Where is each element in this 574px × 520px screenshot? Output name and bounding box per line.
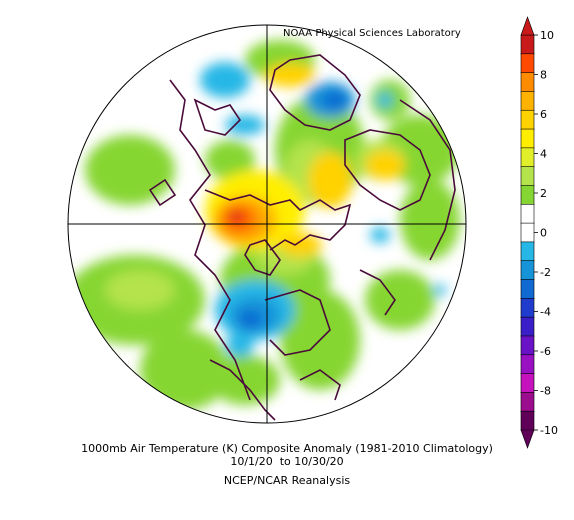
colorbar-swatch bbox=[520, 128, 535, 149]
colorbar-tick-label: 4 bbox=[540, 148, 547, 161]
colorbar-swatch bbox=[520, 222, 535, 243]
colorbar-tick-label: -4 bbox=[540, 306, 551, 319]
colorbar-swatch bbox=[520, 298, 535, 318]
anomaly-field bbox=[68, 25, 466, 423]
colorbar-swatch bbox=[520, 354, 535, 375]
colorbar-tick-label: 6 bbox=[540, 108, 547, 121]
colorbar-swatch bbox=[520, 166, 535, 187]
colorbar-tick-label: 2 bbox=[540, 187, 547, 200]
colorbar-tick-label: 10 bbox=[540, 29, 554, 42]
colorbar-swatch bbox=[520, 392, 535, 412]
colorbar-tick-label: -10 bbox=[540, 424, 558, 437]
colorbar: 10 8 6 4 2 0 -2 -4 -6 -8 -10 bbox=[520, 16, 558, 449]
colorbar-swatch bbox=[520, 410, 535, 431]
colorbar-swatch bbox=[520, 34, 535, 55]
colorbar-swatch bbox=[520, 335, 535, 356]
colorbar-swatch bbox=[520, 109, 535, 130]
colorbar-swatch bbox=[520, 279, 535, 300]
caption-line-2: 10/1/20 to 10/30/20 bbox=[230, 455, 344, 468]
colorbar-swatch bbox=[520, 72, 535, 93]
colorbar-tick-label: 0 bbox=[540, 227, 547, 240]
credit-label: NOAA Physical Sciences Laboratory bbox=[283, 28, 461, 39]
triangle-down-icon bbox=[520, 429, 535, 449]
triangle-up-icon bbox=[520, 16, 535, 36]
colorbar-tick-label: -2 bbox=[540, 266, 551, 279]
colorbar-tick-label: -6 bbox=[540, 345, 551, 358]
colorbar-swatch bbox=[520, 260, 535, 281]
colorbar-swatch bbox=[520, 91, 535, 112]
colorbar-swatch bbox=[520, 373, 535, 394]
colorbar-swatch bbox=[520, 185, 535, 206]
coastlines bbox=[148, 54, 456, 421]
colorbar-tick-label: 8 bbox=[540, 69, 547, 82]
caption-line-3: NCEP/NCAR Reanalysis bbox=[223, 474, 351, 487]
colorbar-swatch bbox=[520, 147, 535, 168]
colorbar-tick-label: -8 bbox=[540, 385, 551, 398]
colorbar-swatch bbox=[520, 203, 535, 224]
caption-line-1: 1000mb Air Temperature (K) Composite Ano… bbox=[81, 442, 493, 455]
colorbar-swatch bbox=[520, 53, 535, 74]
colorbar-swatch bbox=[520, 316, 535, 337]
colorbar-swatch bbox=[520, 241, 535, 262]
